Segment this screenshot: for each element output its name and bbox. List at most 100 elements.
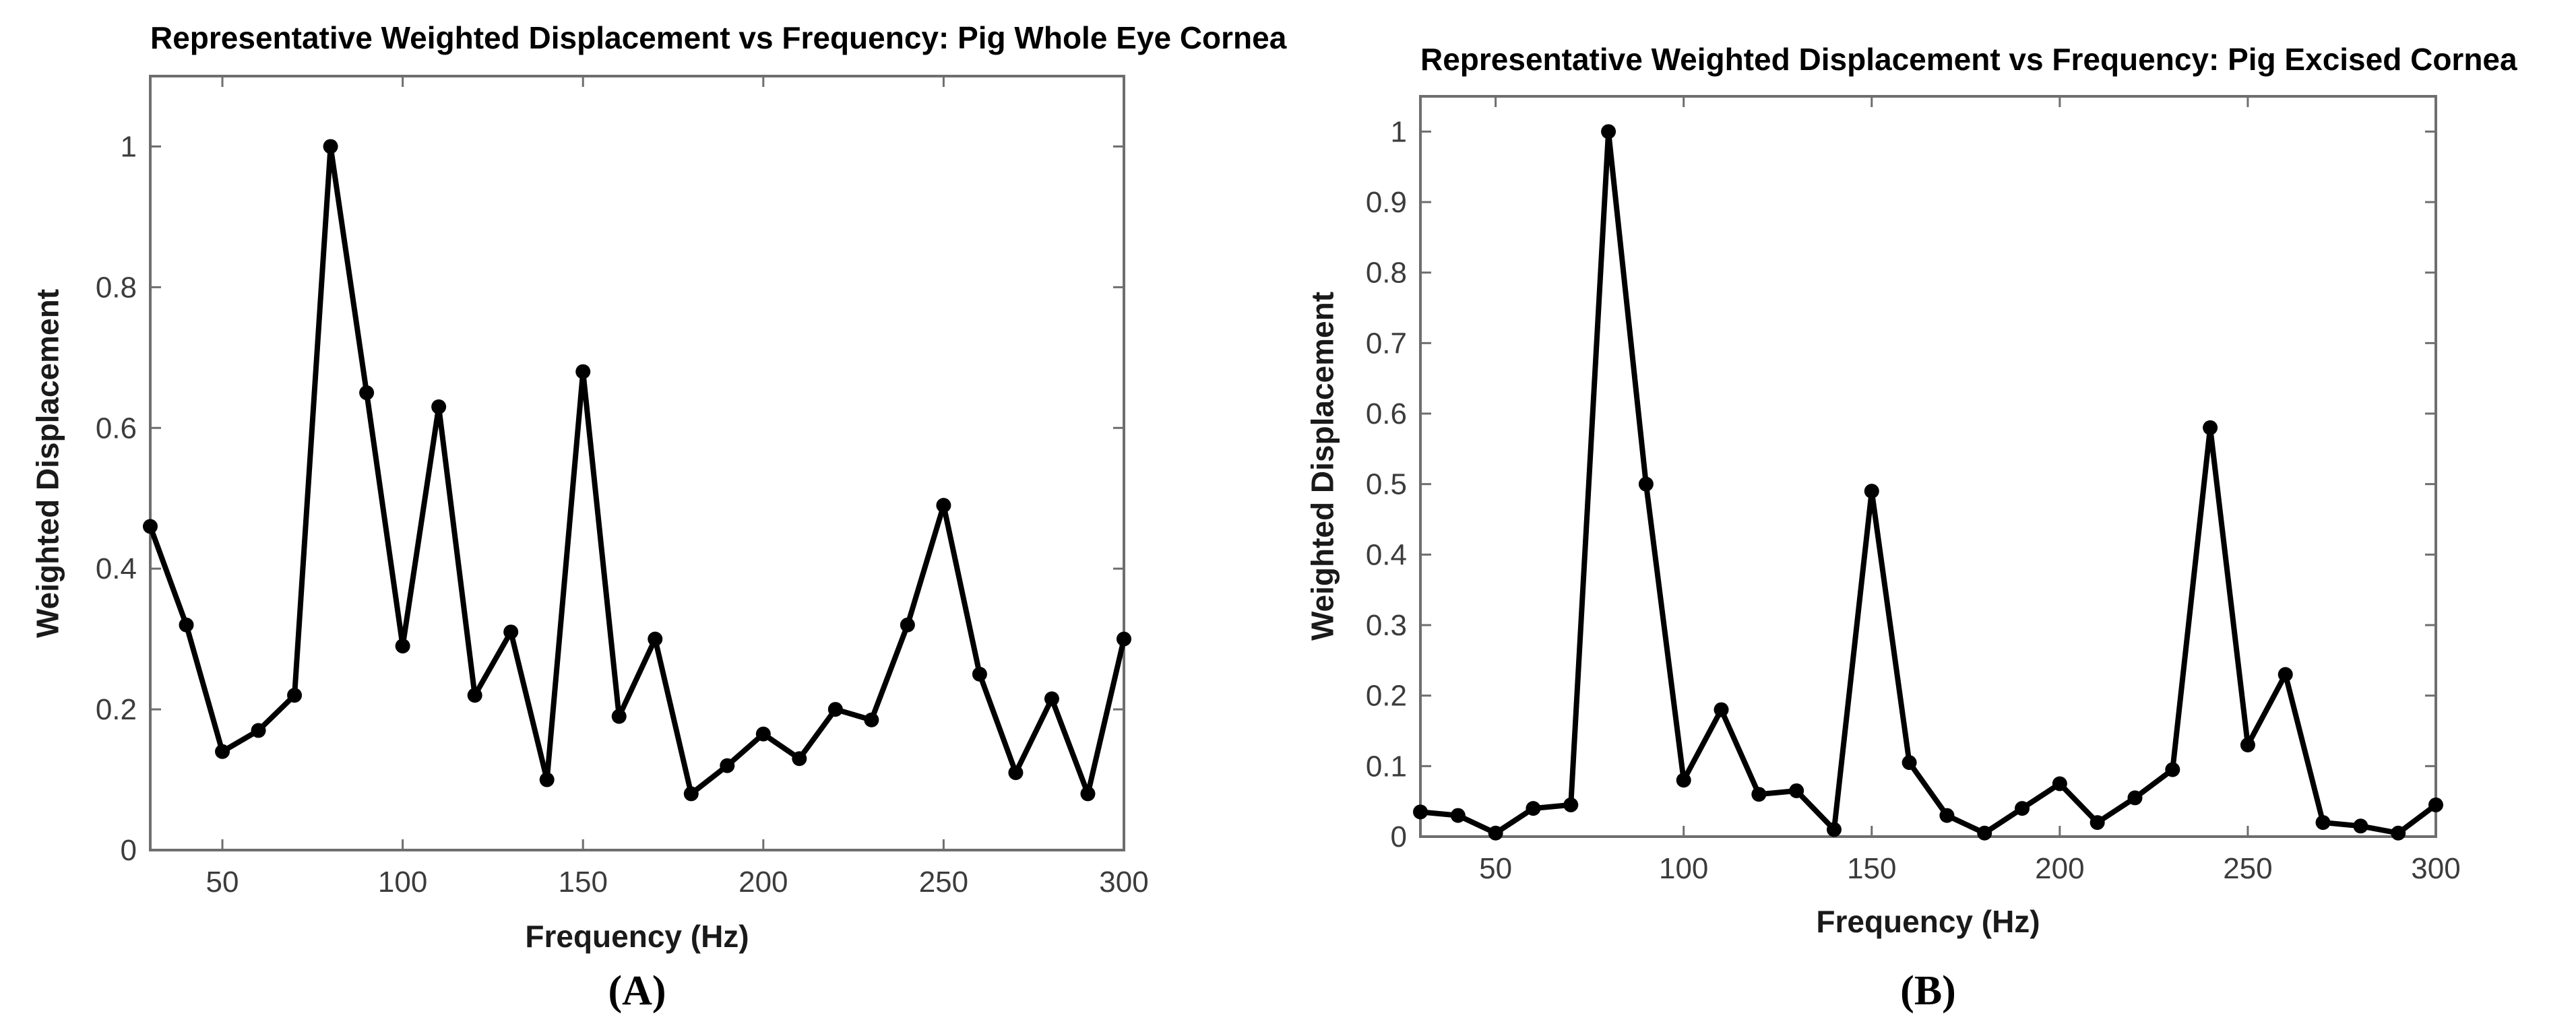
x-tick-label: 50 (206, 866, 239, 899)
data-point (467, 688, 482, 703)
x-tick-label: 150 (1847, 852, 1896, 885)
data-point (1450, 808, 1466, 823)
panel-label-a: (A) (608, 968, 666, 1014)
x-tick-label: 200 (2035, 852, 2084, 885)
data-point (936, 498, 951, 513)
y-tick-label: 0.8 (96, 271, 137, 304)
x-tick-label: 50 (1479, 852, 1512, 885)
y-tick-label: 0.1 (1366, 750, 1407, 783)
data-point (2015, 801, 2030, 816)
data-point (648, 631, 663, 647)
data-point (755, 726, 771, 742)
data-point (2353, 818, 2368, 834)
y-tick-label: 0 (1391, 820, 1407, 853)
data-point (2277, 667, 2293, 682)
data-point (972, 666, 987, 682)
data-point (179, 617, 194, 633)
data-point (2165, 762, 2180, 777)
y-tick-label: 0.9 (1366, 186, 1407, 219)
data-point (395, 639, 410, 654)
y-tick-label: 0.7 (1366, 327, 1407, 360)
plot-box (149, 75, 1125, 851)
x-tick-label: 250 (2223, 852, 2272, 885)
data-point (1638, 476, 1654, 492)
x-tick-label: 300 (2411, 852, 2460, 885)
y-tick-label: 0 (121, 834, 137, 867)
y-tick-label: 0.2 (96, 693, 137, 726)
chart-svg-a: 50 100 150 200 250 300 0 0.2 0.4 0.6 0.8 1 (96, 75, 1149, 899)
data-point (503, 624, 519, 640)
data-point (539, 772, 555, 787)
x-tick-label: 250 (919, 866, 968, 899)
data-point (1789, 783, 1804, 798)
data-point (720, 758, 735, 773)
data-point (2203, 420, 2218, 435)
y-tick-label: 0.3 (1366, 609, 1407, 642)
data-point (1044, 691, 1059, 707)
data-point (2428, 797, 2443, 812)
chart-svg-b: 50 100 150 200 250 300 0 0.1 0.2 0.3 0.4 0.5 0.6 0.7 0… (1366, 95, 2461, 885)
data-point (143, 519, 158, 534)
y-tick-label: 0.2 (1366, 680, 1407, 713)
data-point (1601, 124, 1616, 139)
data-point (323, 139, 338, 154)
data-point (864, 712, 879, 727)
x-tick-label: 100 (1659, 852, 1708, 885)
y-tick-label: 1 (1391, 115, 1407, 148)
y-tick-label: 0.4 (96, 552, 137, 585)
data-point (575, 364, 591, 379)
data-point (1714, 702, 1729, 717)
data-point (900, 617, 915, 633)
x-tick-label: 100 (378, 866, 427, 899)
data-point (792, 751, 807, 767)
series-line (1418, 129, 2439, 836)
data-point (1676, 773, 1691, 788)
y-tick-label: 0.6 (1366, 397, 1407, 430)
x-axis-label-b: Frequency (Hz) (1816, 904, 2040, 939)
x-tick-label: 150 (559, 866, 608, 899)
data-point (611, 709, 627, 724)
panel-a: Representative Weighted Displacement vs … (0, 0, 1287, 1036)
chart-title-b: Representative Weighted Displacement vs … (1420, 42, 2517, 77)
x-tick-label: 300 (1099, 866, 1148, 899)
data-point (2391, 825, 2406, 841)
data-point (2315, 815, 2331, 831)
data-point (1008, 765, 1024, 781)
data-point (2090, 815, 2105, 831)
data-point (1751, 787, 1767, 802)
data-point (1939, 808, 1955, 823)
chart-title-a: Representative Weighted Displacement vs … (150, 20, 1287, 55)
series-line (148, 143, 1127, 797)
data-point (683, 786, 699, 802)
data-point (251, 723, 266, 738)
data-point (1864, 484, 1879, 499)
data-point (215, 744, 230, 759)
data-point (1977, 825, 1992, 841)
data-point (287, 688, 303, 703)
data-point (2240, 737, 2255, 752)
plot-box (1419, 95, 2437, 838)
x-tick-label: 200 (739, 866, 788, 899)
data-point (1902, 755, 1917, 771)
data-point (827, 702, 843, 717)
y-tick-label: 1 (121, 130, 137, 163)
data-point (1826, 822, 1842, 837)
data-point (2052, 776, 2067, 791)
panel-b: Representative Weighted Displacement vs … (1280, 0, 2576, 1036)
data-point (1080, 786, 1096, 802)
y-tick-label: 0.8 (1366, 257, 1407, 290)
data-point (2127, 790, 2143, 806)
y-tick-label: 0.5 (1366, 468, 1407, 501)
data-point (431, 399, 447, 414)
panel-label-b: (B) (1900, 968, 1956, 1014)
x-axis-label-a: Frequency (Hz) (525, 919, 749, 954)
data-point (1563, 797, 1579, 812)
data-point (1117, 631, 1131, 647)
y-tick-label: 0.6 (96, 412, 137, 445)
data-point (1526, 801, 1541, 816)
data-point (1488, 825, 1503, 841)
data-point (1413, 804, 1428, 820)
y-tick-label: 0.4 (1366, 538, 1407, 571)
data-point (359, 385, 375, 401)
